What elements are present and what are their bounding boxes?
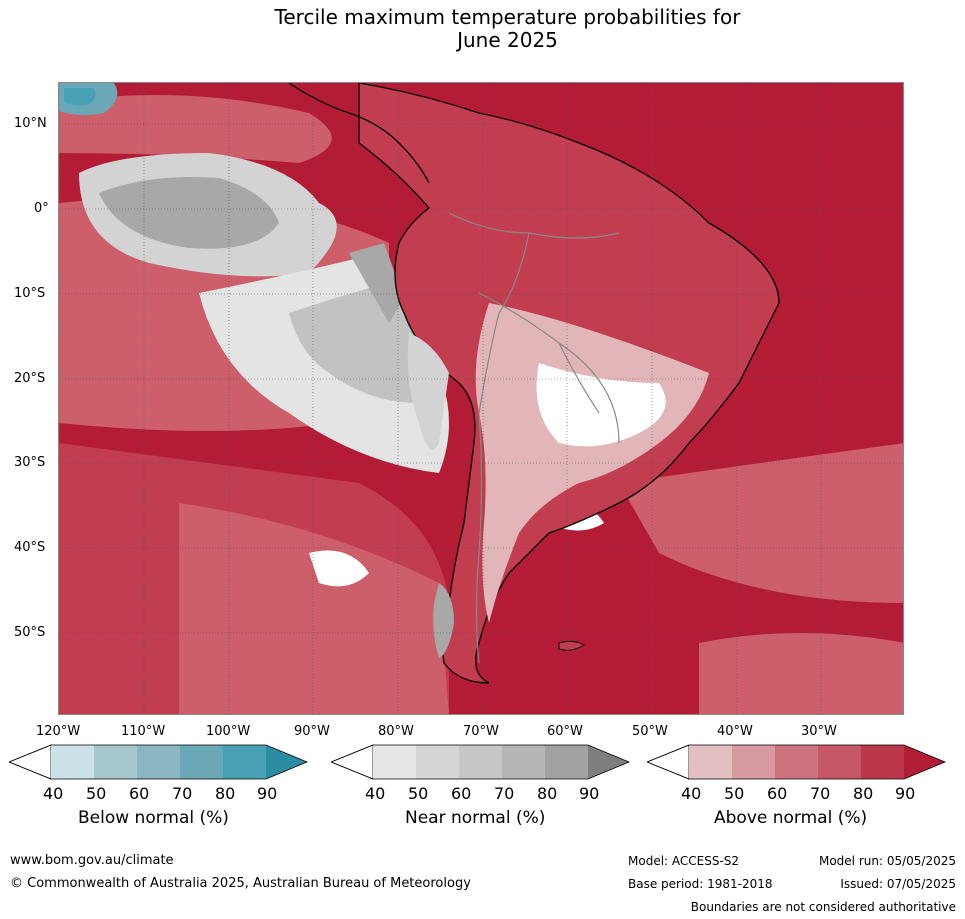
near-normal-80-peru <box>349 243 404 323</box>
lat-label-10n: 10°N <box>14 116 47 131</box>
map-svg <box>59 83 903 714</box>
legend-below-start-triangle <box>9 744 52 780</box>
falkland-islands <box>558 640 585 651</box>
legend-above-bar <box>647 744 947 780</box>
lat-label-eq: 0° <box>34 201 49 216</box>
lon-label-30w: 30°W <box>801 724 837 739</box>
lat-label-10s: 10°S <box>14 286 46 301</box>
legend-above-tick-50: 50 <box>724 784 745 803</box>
legend-above-tick-60: 60 <box>767 784 788 803</box>
south-atlantic-band-70b <box>699 633 903 714</box>
legend-above-outline <box>647 744 947 780</box>
legend-above-tick-90: 90 <box>895 784 916 803</box>
patagonia-near-normal <box>433 583 454 658</box>
footer-issued: Issued: 07/05/2025 <box>840 877 956 891</box>
legend-above-swatch-40 <box>689 745 732 779</box>
legend-near-label: Near normal (%) <box>405 808 546 828</box>
legend-below-tick-90: 90 <box>257 784 278 803</box>
lon-label-120w: 120°W <box>36 724 81 739</box>
legend-near-swatch-50 <box>416 745 459 779</box>
legend-below-outline <box>9 744 309 780</box>
legend-above-swatch-80 <box>861 745 904 779</box>
footer-copyright: © Commonwealth of Australia 2025, Austra… <box>10 876 471 891</box>
interior-no-dominant <box>536 363 666 447</box>
legend-near-tick-90: 90 <box>579 784 600 803</box>
legend-below-tick-40: 40 <box>43 784 64 803</box>
legend-near-swatch-40 <box>373 745 416 779</box>
legend-below-end-triangle <box>266 745 307 779</box>
lat-label-40s: 40°S <box>14 540 46 555</box>
legend-above-tick-40: 40 <box>681 784 702 803</box>
legend-below-swatch-40 <box>51 745 94 779</box>
andes-near-normal <box>407 333 449 450</box>
lon-label-100w: 100°W <box>206 724 251 739</box>
footer-url[interactable]: www.bom.gov.au/climate <box>10 853 174 868</box>
footer-model-run: Model run: 05/05/2025 <box>818 854 956 868</box>
border-line-4 <box>558 342 620 444</box>
legend-above-label: Above normal (%) <box>714 808 868 828</box>
map-title: Tercile maximum temperature probabilitie… <box>0 6 965 52</box>
legend-near-swatch-80 <box>545 745 588 779</box>
border-line-3 <box>475 232 530 664</box>
legend-below-tick-70: 70 <box>172 784 193 803</box>
lon-label-60w: 60°W <box>547 724 583 739</box>
legend-above-swatch-50 <box>732 745 775 779</box>
below-normal-core <box>64 88 96 106</box>
legend-above-tick-80: 80 <box>853 784 874 803</box>
legend-near-tick-40: 40 <box>365 784 386 803</box>
legend-near-tick-60: 60 <box>451 784 472 803</box>
probability-map <box>58 82 904 715</box>
lat-label-30s: 30°S <box>14 455 46 470</box>
legend-above-swatch-70 <box>818 745 861 779</box>
title-line-1: Tercile maximum temperature probabilitie… <box>274 5 741 29</box>
no-dominant-spot-1 <box>309 550 369 587</box>
border-line-2 <box>478 292 600 414</box>
legend-below-label: Below normal (%) <box>78 808 229 828</box>
lon-label-40w: 40°W <box>717 724 753 739</box>
legend-near-bar <box>331 744 631 780</box>
legend-near-swatch-70 <box>502 745 545 779</box>
legend-above-start-triangle <box>647 744 690 780</box>
footer-model: Model: ACCESS-S2 <box>628 854 740 868</box>
legend-near-tick-80: 80 <box>537 784 558 803</box>
legend-above-tick-70: 70 <box>810 784 831 803</box>
legend-above-swatch-60 <box>775 745 818 779</box>
legend-above-end-triangle <box>904 745 945 779</box>
lat-label-50s: 50°S <box>14 625 46 640</box>
legend-below-tick-80: 80 <box>215 784 236 803</box>
legend-below-swatch-60 <box>137 745 180 779</box>
legend-near-outline <box>331 744 631 780</box>
legend-below-tick-50: 50 <box>86 784 107 803</box>
legend-near-tick-70: 70 <box>494 784 515 803</box>
legend-near-tick-50: 50 <box>408 784 429 803</box>
title-line-2: June 2025 <box>457 28 558 52</box>
graticule <box>59 83 903 714</box>
south-atlantic-band-70 <box>619 443 903 603</box>
lon-label-110w: 110°W <box>121 724 166 739</box>
north-pacific-band-70 <box>59 95 332 163</box>
legend-near-end-triangle <box>588 745 629 779</box>
lon-label-80w: 80°W <box>378 724 414 739</box>
legend-near-start-triangle <box>331 744 374 780</box>
legend-below-tick-60: 60 <box>129 784 150 803</box>
lon-label-50w: 50°W <box>632 724 668 739</box>
legend-below-bar <box>9 744 309 780</box>
central-america-coast <box>288 83 430 184</box>
footer-base-period: Base period: 1981-2018 <box>628 877 773 891</box>
legend-below-swatch-80 <box>223 745 266 779</box>
legend-below-swatch-70 <box>180 745 223 779</box>
lat-label-20s: 20°S <box>14 371 46 386</box>
lon-label-90w: 90°W <box>294 724 330 739</box>
footer-disclaimer: Boundaries are not considered authoritat… <box>690 900 956 914</box>
legend-near-swatch-60 <box>459 745 502 779</box>
south-pacific-band-70 <box>179 503 449 714</box>
legend-below-swatch-50 <box>94 745 137 779</box>
lon-label-70w: 70°W <box>463 724 499 739</box>
